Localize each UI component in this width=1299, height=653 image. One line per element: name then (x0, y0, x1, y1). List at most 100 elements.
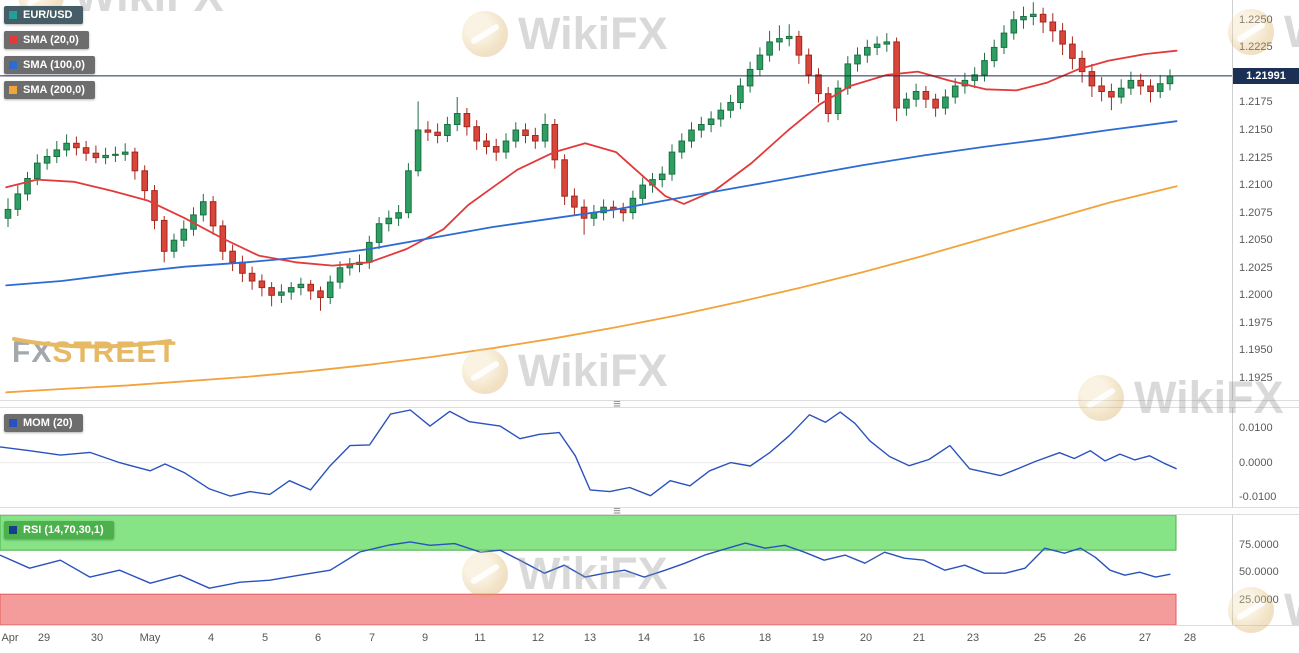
time-tick-label: 23 (966, 632, 980, 644)
sma-200-line (5, 185, 1178, 394)
symbol-swatch-icon (9, 11, 17, 19)
candle-body (854, 54, 861, 65)
candlestick-chart[interactable] (0, 0, 1232, 400)
candle-body (766, 41, 773, 56)
candle-body (785, 35, 793, 40)
mom-badge[interactable]: MOM (20) (4, 414, 83, 432)
candle-body (483, 140, 490, 147)
price-tick-label: 1.2025 (1239, 261, 1273, 274)
price-tick-label: 1.2000 (1239, 289, 1273, 302)
candle-body (619, 208, 627, 214)
candle-body (1000, 32, 1008, 48)
time-tick-label: 14 (637, 632, 651, 644)
price-tick-label: 1.1925 (1239, 371, 1273, 384)
candle-body (141, 170, 148, 192)
candle-body (405, 170, 412, 214)
sma200-badge[interactable]: SMA (200,0) (4, 81, 95, 99)
candle-body (73, 142, 80, 149)
splitter-price-momentum[interactable] (0, 400, 1299, 408)
candle-body (170, 239, 178, 252)
momentum-chart[interactable] (0, 408, 1232, 507)
rsi-legend: RSI (14,70,30,1) (4, 521, 114, 539)
candle-body (492, 146, 500, 153)
candle-body (24, 178, 31, 195)
candle-body (795, 35, 803, 56)
mom-label: MOM (20) (23, 417, 73, 429)
sma100-badge[interactable]: SMA (100,0) (4, 56, 95, 74)
candle-body (1127, 79, 1135, 89)
price-tick-label: 1.2075 (1239, 206, 1273, 219)
splitter-grip-icon[interactable] (608, 398, 626, 410)
time-tick-label: 11 (474, 632, 486, 644)
price-tick-label: 1.2150 (1239, 124, 1273, 137)
candle-body (512, 129, 520, 142)
price-tick-label: 1.2225 (1239, 41, 1273, 54)
candle-body (746, 68, 754, 87)
candle-body (951, 85, 959, 98)
price-tick-label: 1.2100 (1239, 179, 1273, 192)
candle-body (776, 38, 783, 43)
candle-body (1078, 57, 1086, 73)
splitter-momentum-rsi[interactable] (0, 507, 1299, 515)
candle-body (43, 156, 51, 164)
price-tick-label: 1.1975 (1239, 316, 1273, 329)
time-tick-label: 12 (531, 632, 545, 644)
rsi-panel[interactable]: RSI (14,70,30,1) (0, 515, 1232, 625)
candle-body (258, 280, 266, 289)
sma200-swatch-icon (9, 86, 17, 94)
candle-body (532, 135, 539, 142)
candle-body (278, 291, 285, 296)
splitter-grip-icon[interactable] (608, 505, 626, 517)
candle-body (541, 124, 549, 142)
candle-body (297, 283, 305, 289)
candle-body (990, 46, 998, 62)
price-tick-label: 1.2125 (1239, 151, 1273, 164)
candle-body (82, 147, 90, 154)
time-tick-label: May (139, 632, 161, 644)
time-tick-label: 20 (859, 632, 873, 644)
candle-body (1039, 13, 1047, 23)
momentum-panel[interactable]: MOM (20) (0, 408, 1232, 507)
sma20-label: SMA (20,0) (23, 34, 79, 46)
price-tick-label: 1.2050 (1239, 234, 1273, 247)
rsi-chart[interactable] (0, 515, 1232, 625)
sma-100-line (5, 120, 1178, 287)
candle-body (805, 54, 813, 76)
candle-body (1069, 43, 1076, 59)
candle-body (1049, 21, 1057, 32)
candle-body (1166, 75, 1174, 85)
candle-body (502, 140, 510, 153)
candle-body (903, 98, 910, 109)
symbol-badge[interactable]: EUR/USD (4, 6, 83, 24)
time-tick-label: 29 (37, 632, 51, 644)
price-tick-label: 1.1950 (1239, 344, 1273, 357)
sma100-label: SMA (100,0) (23, 59, 85, 71)
momentum-tick-label: 0.0000 (1239, 456, 1273, 469)
candle-body (522, 129, 529, 136)
candle-body (658, 173, 666, 181)
candle-body (971, 74, 979, 81)
candle-body (1156, 83, 1164, 92)
candle-body (53, 149, 61, 157)
rsi-swatch-icon (9, 526, 17, 534)
candle-body (424, 129, 432, 133)
sma-20-line (5, 49, 1178, 267)
candle-body (551, 124, 559, 161)
candle-body (1108, 91, 1115, 98)
rsi-oversold-band (0, 593, 1177, 625)
last-price-tag: 1.21991 (1233, 67, 1299, 84)
candle-body (1147, 85, 1154, 92)
candle-body (326, 281, 334, 299)
candle-body (375, 223, 383, 243)
candle-body (707, 118, 715, 125)
candle-body (14, 193, 22, 210)
momentum-line (0, 409, 1177, 497)
candle-body (229, 250, 236, 263)
symbol-label: EUR/USD (23, 9, 73, 21)
time-tick-label: 30 (90, 632, 104, 644)
rsi-badge[interactable]: RSI (14,70,30,1) (4, 521, 114, 539)
sma20-badge[interactable]: SMA (20,0) (4, 31, 89, 49)
price-panel[interactable]: EUR/USD SMA (20,0) SMA (100,0) SMA (200,… (0, 0, 1232, 400)
candle-body (268, 287, 275, 296)
